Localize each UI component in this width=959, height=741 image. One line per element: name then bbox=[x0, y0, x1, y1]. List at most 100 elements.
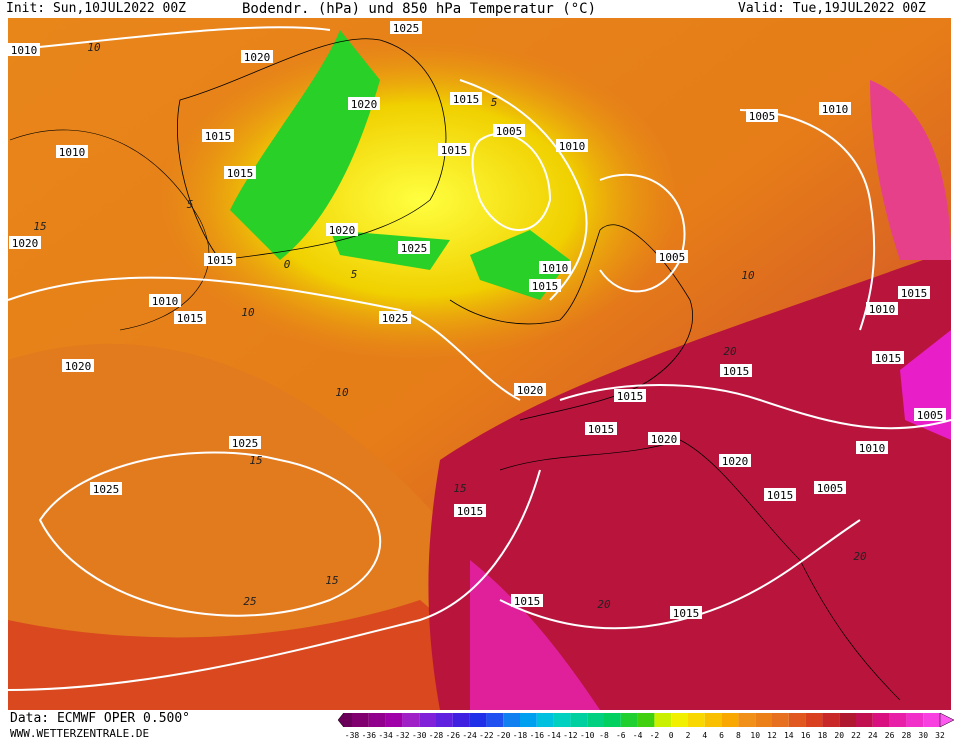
init-time: Init: Sun,10JUL2022 00Z bbox=[6, 1, 187, 16]
isotherm-label: 5 bbox=[187, 198, 194, 211]
isobar-label: 1020 bbox=[651, 433, 678, 446]
colorbar-label: 14 bbox=[784, 731, 794, 740]
colorbar-swatch bbox=[688, 713, 705, 727]
isobar-label-box bbox=[90, 482, 122, 495]
colorbar-swatch bbox=[654, 713, 672, 727]
isobar-label-box bbox=[529, 279, 561, 292]
isobar-label-box bbox=[348, 97, 380, 110]
isobar-label-box bbox=[614, 389, 646, 402]
isobar-label-box bbox=[454, 504, 486, 517]
isobar-label: 1015 bbox=[453, 93, 480, 106]
isotherm-label: 15 bbox=[249, 454, 262, 467]
colorbar-swatch bbox=[906, 713, 924, 727]
isobar-label-box bbox=[326, 223, 358, 236]
map-title: Bodendr. (hPa) und 850 hPa Temperatur (°… bbox=[242, 1, 597, 17]
colorbar-label: 12 bbox=[767, 731, 777, 740]
isobar-label: 1010 bbox=[869, 303, 896, 316]
colorbar-label: 32 bbox=[935, 731, 945, 740]
isobar-label-box bbox=[511, 594, 543, 607]
colorbar-label: -36 bbox=[362, 731, 377, 740]
colorbar-arrow-left bbox=[337, 712, 344, 728]
isobar-label: 1020 bbox=[722, 455, 749, 468]
isobar-label-box bbox=[8, 43, 40, 56]
isobar-label: 1020 bbox=[12, 237, 39, 250]
isobar-label-box bbox=[149, 294, 181, 307]
isobars bbox=[7, 26, 952, 691]
isobar-label-box bbox=[872, 351, 904, 364]
colorbar-swatch bbox=[772, 713, 789, 727]
colorbar-arrow-right bbox=[939, 712, 955, 728]
colorbar-swatch bbox=[805, 713, 823, 727]
colorbar-swatch bbox=[536, 713, 554, 727]
colorbar-label: -16 bbox=[530, 731, 545, 740]
colorbar-swatch bbox=[343, 713, 352, 727]
colorbar-swatch bbox=[419, 713, 436, 727]
isobar-label-box bbox=[719, 454, 751, 467]
isobar-label: 1005 bbox=[817, 482, 844, 495]
colorbar-swatch bbox=[704, 713, 722, 727]
colorbar-swatch bbox=[469, 713, 487, 727]
colorbar-swatch bbox=[402, 713, 420, 727]
isobar-label: 1015 bbox=[673, 607, 700, 620]
colorbar-label: -32 bbox=[395, 731, 410, 740]
colorbar-swatch bbox=[839, 713, 856, 727]
colorbar-swatch bbox=[788, 713, 806, 727]
colorbar-swatch bbox=[452, 713, 470, 727]
colorbar-swatch bbox=[889, 713, 907, 727]
isobar-label: 1015 bbox=[617, 390, 644, 403]
colorbar-label: 22 bbox=[851, 731, 861, 740]
isobar-label: 1010 bbox=[859, 442, 886, 455]
colorbar-swatch bbox=[738, 713, 756, 727]
isobar-label: 1015 bbox=[875, 352, 902, 365]
isobar-label-box bbox=[390, 21, 422, 34]
isobar-label: 1010 bbox=[59, 146, 86, 159]
isobar-label-box bbox=[438, 143, 470, 156]
colorbar-label: -2 bbox=[650, 731, 660, 740]
isotherm-label: 0 bbox=[284, 258, 291, 271]
isobar-label: 1020 bbox=[517, 384, 544, 397]
isobar-label-box bbox=[866, 302, 898, 315]
colorbar-label: 30 bbox=[918, 731, 928, 740]
colorbar-label: -30 bbox=[412, 731, 427, 740]
isobar-label: 1010 bbox=[822, 103, 849, 116]
colorbar-label: -20 bbox=[496, 731, 511, 740]
colorbar-swatch bbox=[352, 713, 369, 727]
isobar-label-box bbox=[898, 286, 930, 299]
isobar-label-box bbox=[814, 481, 846, 494]
colorbar-swatch bbox=[436, 713, 453, 727]
isobar-label: 1025 bbox=[232, 437, 259, 450]
isobar-label-box bbox=[450, 92, 482, 105]
isotherm-label: 10 bbox=[741, 269, 755, 282]
colorbar-swatch bbox=[856, 713, 873, 727]
isobar-label-box bbox=[539, 261, 571, 274]
isobar-label-box bbox=[379, 311, 411, 324]
isobar-label-box bbox=[648, 432, 680, 445]
colorbar-label: -14 bbox=[546, 731, 561, 740]
colorbar-label: 10 bbox=[750, 731, 760, 740]
isobar-label: 1010 bbox=[559, 140, 586, 153]
isobar-label: 1015 bbox=[588, 423, 615, 436]
colorbar-label: 2 bbox=[686, 731, 691, 740]
data-source: Data: ECMWF OPER 0.500° bbox=[10, 711, 191, 726]
colorbar-swatch bbox=[368, 713, 386, 727]
isobar-label: 1015 bbox=[532, 280, 559, 293]
isotherm-label: 10 bbox=[241, 306, 255, 319]
isobar-label: 1015 bbox=[901, 287, 928, 300]
isobar-label: 1025 bbox=[393, 22, 420, 35]
website: WWW.WETTERZENTRALE.DE bbox=[10, 727, 150, 740]
colorbar-label: -12 bbox=[563, 731, 578, 740]
colorbar-swatch bbox=[520, 713, 537, 727]
isobar-label: 1020 bbox=[244, 51, 271, 64]
colorbar-label: -38 bbox=[345, 731, 360, 740]
isobar-label-box bbox=[9, 236, 41, 249]
isotherm-label: 15 bbox=[453, 482, 466, 495]
isobar-label: 1015 bbox=[227, 167, 254, 180]
isobar-label-box bbox=[398, 241, 430, 254]
isobar-label-box bbox=[56, 145, 88, 158]
colorbar-label: 4 bbox=[702, 731, 707, 740]
isobar-label: 1005 bbox=[496, 125, 523, 138]
isobar-label-box bbox=[174, 311, 206, 324]
colorbar-swatch bbox=[721, 713, 739, 727]
